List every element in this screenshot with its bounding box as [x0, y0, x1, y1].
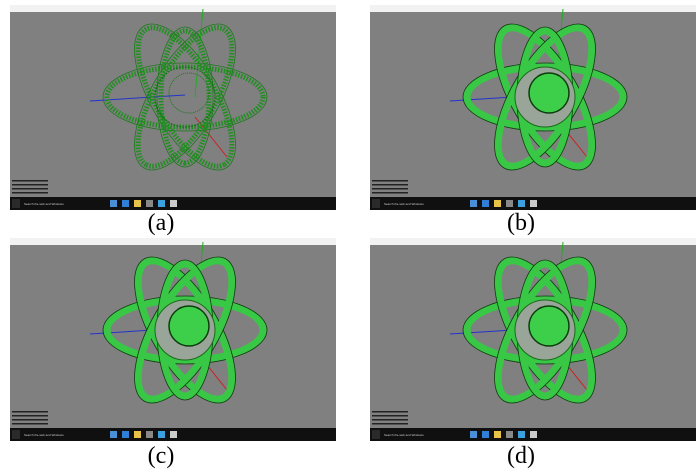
console-line: [372, 188, 408, 190]
taskbar-icon: [110, 431, 117, 438]
taskbar-icon: [470, 431, 477, 438]
screenshot: Search the web and Windows: [370, 238, 696, 441]
taskbar-icon: [122, 431, 129, 438]
taskbar-search: Search the web and Windows: [384, 433, 424, 437]
title-bar: [10, 238, 336, 245]
screenshot: Search the web and Windows: [370, 5, 696, 210]
screenshot: Search the web and Windows: [10, 5, 336, 210]
console-line: [12, 423, 48, 425]
taskbar-icon: [146, 200, 153, 207]
taskbar-search: Search the web and Windows: [24, 433, 64, 437]
taskbar-icon: [506, 431, 513, 438]
console-line: [12, 180, 48, 182]
console-line: [372, 415, 408, 417]
taskbar-icon: [146, 431, 153, 438]
taskbar-icon: [530, 431, 537, 438]
taskbar-icon: [530, 200, 537, 207]
console-line: [372, 411, 408, 413]
taskbar-icon: [110, 200, 117, 207]
figure: Search the web and Windows (a) Search the …: [0, 0, 696, 470]
taskbar-icon: [158, 431, 165, 438]
console-line: [12, 419, 48, 421]
console-line: [12, 192, 48, 194]
console-line: [372, 184, 408, 186]
console-line: [372, 419, 408, 421]
taskbar-search: Search the web and Windows: [24, 202, 64, 206]
core-sphere: [169, 306, 209, 346]
title-bar: [370, 5, 696, 12]
taskbar-icon: [122, 200, 129, 207]
taskbar-icon: [506, 200, 513, 207]
console-line: [372, 180, 408, 182]
taskbar-search: Search the web and Windows: [384, 202, 424, 206]
taskbar-icon: [518, 200, 525, 207]
taskbar-icon: [470, 200, 477, 207]
start-button: [372, 199, 380, 208]
core-sphere: [529, 73, 569, 113]
panel-label: (a): [148, 210, 175, 236]
taskbar-icon: [482, 431, 489, 438]
title-bar: [10, 5, 336, 12]
panel-label: (d): [507, 443, 535, 469]
console-line: [12, 184, 48, 186]
start-button: [12, 199, 20, 208]
taskbar-icon: [134, 431, 141, 438]
taskbar-icon: [134, 200, 141, 207]
console-line: [372, 192, 408, 194]
console-line: [12, 415, 48, 417]
panel-label: (c): [148, 443, 175, 469]
taskbar-icon: [170, 200, 177, 207]
taskbar-icon: [158, 200, 165, 207]
core-sphere: [529, 306, 569, 346]
taskbar-icon: [494, 200, 501, 207]
title-bar: [370, 238, 696, 245]
taskbar-icon: [494, 431, 501, 438]
taskbar-icon: [170, 431, 177, 438]
console-line: [12, 188, 48, 190]
screenshot: Search the web and Windows: [10, 238, 336, 441]
start-button: [372, 430, 380, 439]
panel-label: (b): [507, 210, 535, 236]
console-line: [372, 423, 408, 425]
taskbar-icon: [518, 431, 525, 438]
taskbar-icon: [482, 200, 489, 207]
console-line: [12, 411, 48, 413]
start-button: [12, 430, 20, 439]
